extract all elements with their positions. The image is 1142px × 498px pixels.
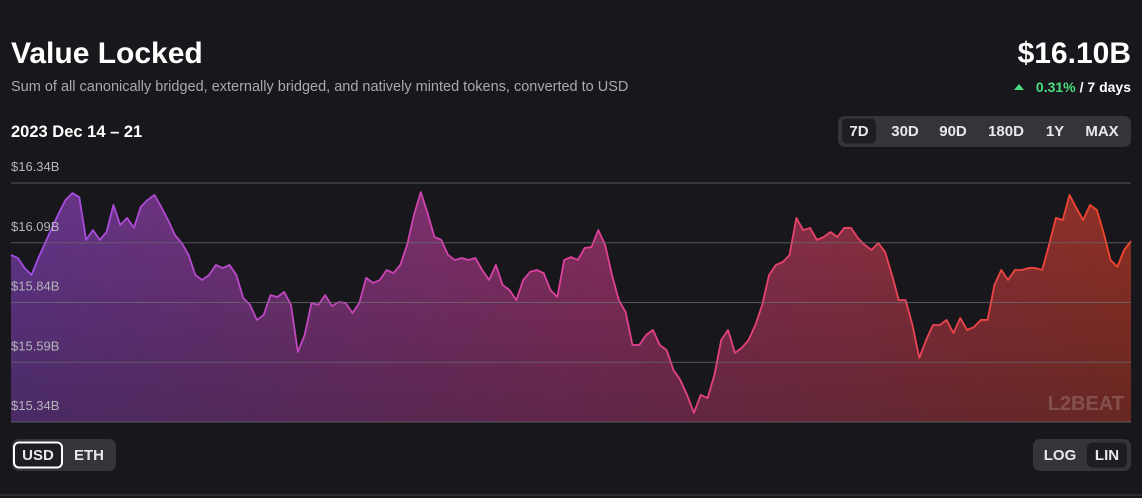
button-label[interactable]: LIN [1095, 447, 1119, 464]
button-label[interactable]: ETH [74, 447, 104, 464]
button-label[interactable]: LOG [1044, 447, 1077, 464]
area-shade [11, 192, 1131, 422]
button-selected[interactable] [13, 441, 63, 469]
subtitle: Sum of all canonically bridged, external… [11, 79, 628, 95]
up-arrow [1014, 84, 1024, 90]
plot: $15.34B $15.59B $15.84B $16.09B $16.34B L2BEA… [10, 159, 1132, 423]
button-label[interactable]: USD [22, 447, 54, 464]
line [10, 191, 1132, 414]
title: Value Locked [11, 37, 203, 70]
change-line: 0.31%/ 7 days [1036, 79, 1131, 95]
button-label[interactable]: 1Y [1046, 123, 1064, 140]
button-label[interactable]: MAX [1085, 123, 1118, 140]
y-tick-label: $15.59B [11, 338, 59, 353]
change: 0.31% [1036, 79, 1076, 95]
range-selector [838, 116, 1131, 147]
y-tick-label: $16.09B [11, 219, 59, 234]
date-range: 2023 Dec 14 – 21 [11, 123, 142, 141]
button-label[interactable]: 30D [891, 123, 919, 140]
y-tick-label: $15.34B [11, 398, 59, 413]
y-tick-label: $15.84B [11, 279, 59, 294]
change-period: / 7 days [1080, 79, 1132, 95]
button-label[interactable]: 180D [988, 123, 1024, 140]
watermark: L2BEAT [1048, 393, 1124, 415]
y-tick-label: $16.34B [11, 159, 59, 174]
button-selected[interactable] [842, 118, 876, 144]
button-label[interactable]: 7D [849, 123, 868, 140]
button-selected[interactable] [1087, 442, 1127, 468]
current-value: $16.10B [1018, 37, 1131, 70]
controls: 7D 30D 90D 180D 1Y MAX USD ETH LOG LIN [13, 118, 1127, 469]
button-label[interactable]: 90D [939, 123, 967, 140]
